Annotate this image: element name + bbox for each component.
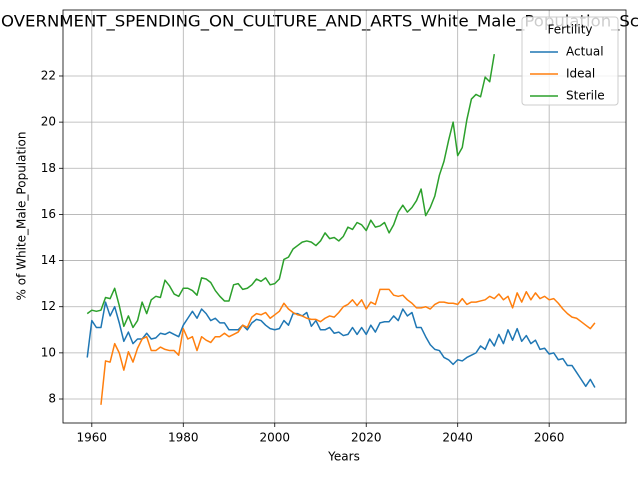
line-series: [100, 288, 596, 405]
legend: Fertility Actual Ideal Sterile: [521, 16, 619, 106]
plot-frame: [62, 9, 627, 424]
x-axis-label: Years: [327, 450, 360, 464]
line-series: [86, 53, 496, 329]
x-tick-label: 2000: [259, 431, 290, 445]
y-tick-label: 16: [41, 207, 56, 221]
y-tick-label: 8: [48, 392, 56, 406]
legend-label: Actual: [566, 45, 604, 59]
legend-title: Fertility: [547, 23, 592, 37]
legend-label: Ideal: [566, 67, 595, 81]
y-tick-label: 18: [41, 161, 56, 175]
x-tick-label: 2020: [351, 431, 382, 445]
y-tick-label: 14: [41, 253, 56, 267]
y-tick-label: 20: [41, 115, 56, 129]
line-series: [86, 301, 596, 388]
x-tick-label: 2060: [534, 431, 565, 445]
x-tick-label: 1960: [77, 431, 108, 445]
y-tick-label: 12: [41, 299, 56, 313]
legend-box: [521, 16, 619, 106]
y-axis-label: % of White_Male_Population: [15, 132, 29, 301]
y-tick-label: 10: [41, 345, 56, 359]
y-tick-label: 22: [41, 68, 56, 82]
x-tick-label: 2040: [442, 431, 473, 445]
x-tick-label: 1980: [168, 431, 199, 445]
legend-label: Sterile: [566, 89, 605, 103]
chart-title: OVERNMENT_SPENDING_ON_CULTURE_AND_ARTS_W…: [1, 12, 639, 32]
